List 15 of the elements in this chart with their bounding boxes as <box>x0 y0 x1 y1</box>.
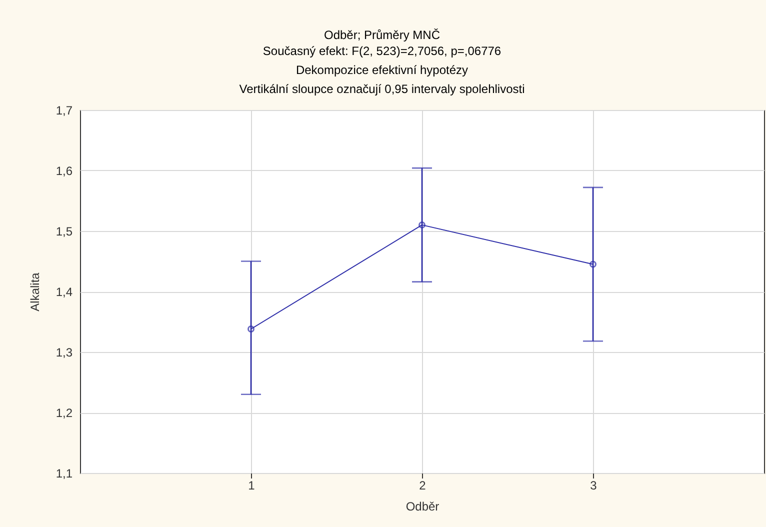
y-tick-label: 1,5 <box>56 224 73 238</box>
y-tick-label: 1,2 <box>56 406 73 420</box>
y-tick-label: 1,3 <box>56 346 73 360</box>
chart-title: Odběr; Průměry MNČ <box>324 28 440 42</box>
y-tick-label: 1,6 <box>56 164 73 178</box>
y-tick-label: 1,1 <box>56 466 73 480</box>
chart-subtitle: Současný efekt: F(2, 523)=2,7056, p=,06776 Dekompozice efektivní hypotézy Vertikální sloupce označují 0,95 intervaly spolehlivosti <box>239 44 525 96</box>
y-axis-title: Alkalita <box>28 272 42 312</box>
x-tick-label: 3 <box>590 478 598 492</box>
x-tick-label: 1 <box>248 478 256 492</box>
x-tick-label: 2 <box>419 478 426 492</box>
x-axis-title: Odběr <box>406 500 440 514</box>
y-tick-label: 1,7 <box>56 104 73 118</box>
y-tick-label: 1,4 <box>56 285 73 299</box>
point <box>418 221 426 228</box>
